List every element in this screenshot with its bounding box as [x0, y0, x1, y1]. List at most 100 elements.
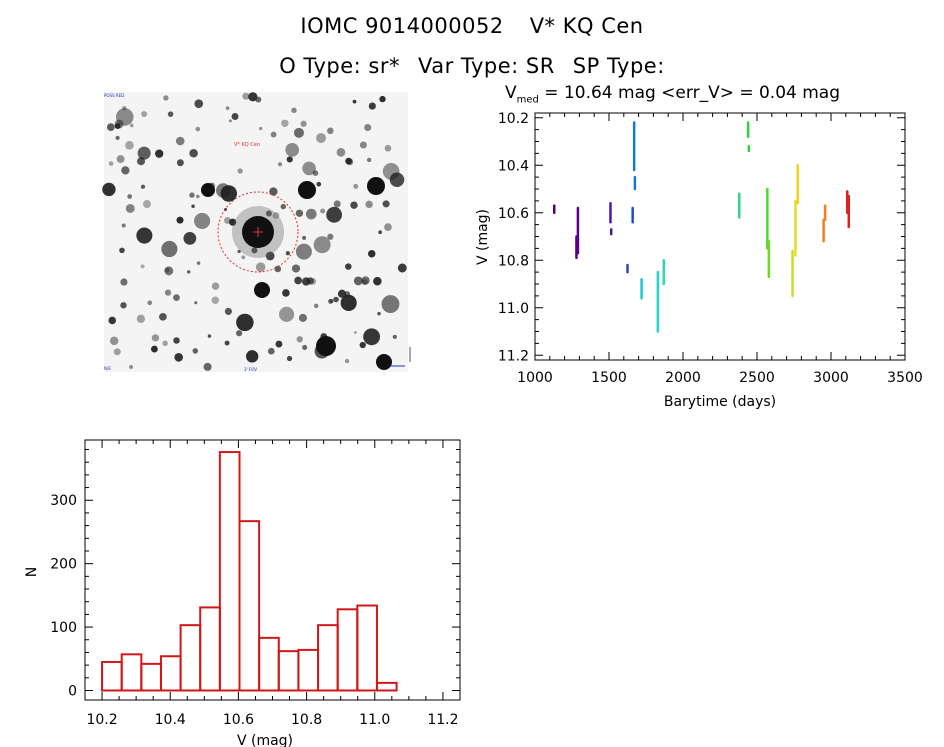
finder-star: [163, 95, 169, 101]
finder-star: [312, 170, 319, 176]
histogram-bar: [159, 655, 182, 692]
finder-star: [337, 289, 347, 298]
finder-star: [189, 149, 198, 158]
finder-star: [147, 300, 153, 306]
finder-star: [397, 263, 407, 273]
finder-star: [224, 340, 230, 346]
finder-star: [151, 345, 158, 353]
finder-star: [106, 123, 115, 132]
finder-star: [281, 119, 289, 127]
finder-star: [127, 194, 133, 199]
finder-label-bottom-left: N/E: [104, 366, 111, 371]
finder-star: [282, 289, 290, 297]
o-type: O Type: sr*: [279, 54, 400, 78]
chart-title-line-2: O Type: sr* Var Type: SR SP Type:: [0, 54, 944, 78]
light-curve-title: Vmed = 10.64 mag <err_V> = 0.04 mag: [505, 83, 840, 105]
finder-star: [228, 119, 232, 123]
finder-star: [294, 276, 303, 285]
finder-star: [286, 156, 293, 163]
finder-star: [164, 289, 172, 296]
finder-star: [291, 107, 297, 114]
light-curve-x-tick-label: 2000: [665, 370, 701, 386]
finder-bright-star: [376, 354, 392, 370]
finder-star: [251, 247, 258, 254]
finder-star: [353, 330, 357, 334]
histogram-y-tick-label: 100: [50, 620, 77, 636]
finder-star: [161, 240, 178, 258]
histogram-x-tick-label: 10.6: [223, 712, 254, 728]
finder-star: [225, 106, 230, 111]
finder-star: [175, 136, 185, 146]
finder-star: [316, 181, 322, 187]
finder-star: [353, 183, 359, 189]
finder-star: [242, 92, 250, 100]
finder-star: [173, 294, 180, 301]
finder-star: [108, 316, 117, 325]
histogram-x-tick-label: 10.4: [155, 712, 186, 728]
finder-star: [302, 344, 308, 350]
finder-star: [366, 157, 372, 163]
finder-star: [361, 276, 370, 285]
histogram-x-tick-label: 10.8: [291, 712, 322, 728]
finder-star: [176, 159, 184, 167]
finder-star: [316, 133, 326, 143]
finder-star: [259, 126, 263, 131]
finder-star: [353, 276, 363, 286]
finder-star: [122, 105, 127, 111]
finder-star: [344, 358, 350, 364]
histogram-bar: [140, 662, 162, 692]
finder-target-circle: [217, 191, 299, 273]
finder-star: [207, 334, 212, 338]
finder-star: [389, 172, 405, 187]
finder-star: [194, 99, 204, 109]
finder-star: [137, 146, 151, 160]
finder-star: [192, 348, 199, 354]
histogram-bar: [238, 520, 261, 692]
finder-star: [345, 157, 352, 165]
light-curve-title-rest: = 10.64 mag <err_V> = 0.04 mag: [538, 83, 841, 103]
histogram-x-tick-labels: 10.2 10.4 10.6 10.8 11.0 11.2: [86, 712, 458, 728]
light-curve-x-tick-label: 2500: [739, 370, 775, 386]
finder-star: [313, 236, 331, 254]
finder-star: [300, 120, 307, 127]
finder-star: [295, 209, 304, 217]
finder-label-bottom-center: 3' FOV: [244, 367, 257, 372]
finder-star: [183, 231, 197, 245]
finder-star: [368, 250, 376, 258]
histogram-y-tick-label: 0: [68, 683, 77, 699]
finder-star: [336, 147, 346, 157]
finder-star: [345, 263, 352, 270]
light-curve-title-prefix: V: [505, 83, 517, 103]
finder-star: [159, 312, 167, 321]
finder-star: [352, 99, 357, 104]
finder-star: [194, 212, 211, 229]
finder-star: [176, 216, 184, 224]
light-curve-y-tick-label: 10.6: [498, 206, 529, 222]
finder-star: [326, 206, 343, 223]
finder-star: [167, 111, 174, 117]
finder-star: [140, 264, 145, 269]
finder-star: [196, 194, 200, 199]
histogram-bars: [101, 451, 398, 692]
finder-star: [109, 336, 119, 346]
finder-star: [313, 303, 319, 309]
finder-star: [116, 155, 125, 164]
finder-label-marker: V* KQ Cen: [234, 142, 260, 148]
finder-star: [280, 203, 286, 210]
finder-star: [363, 328, 381, 346]
finder-label-top-left: POSS RED: [104, 93, 124, 98]
light-curve-x-tick-labels: 1000 1500 2000 2500 3000 3500: [517, 370, 923, 386]
histogram-x-axis-label: V (mag): [237, 733, 293, 747]
finder-star: [333, 296, 339, 303]
finder-star: [379, 95, 386, 103]
light-curve-y-tick-labels: 10.2 10.4 10.6 10.8 11.0 11.2: [498, 111, 529, 365]
finder-star: [329, 299, 334, 304]
histogram-bar: [277, 650, 300, 692]
finder-star: [267, 347, 275, 355]
finder-star: [162, 340, 168, 347]
finder-stars: [102, 92, 407, 371]
finder-star: [115, 135, 120, 141]
finder-star: [286, 355, 293, 362]
finder-star: [293, 127, 304, 138]
finder-star: [381, 295, 400, 314]
